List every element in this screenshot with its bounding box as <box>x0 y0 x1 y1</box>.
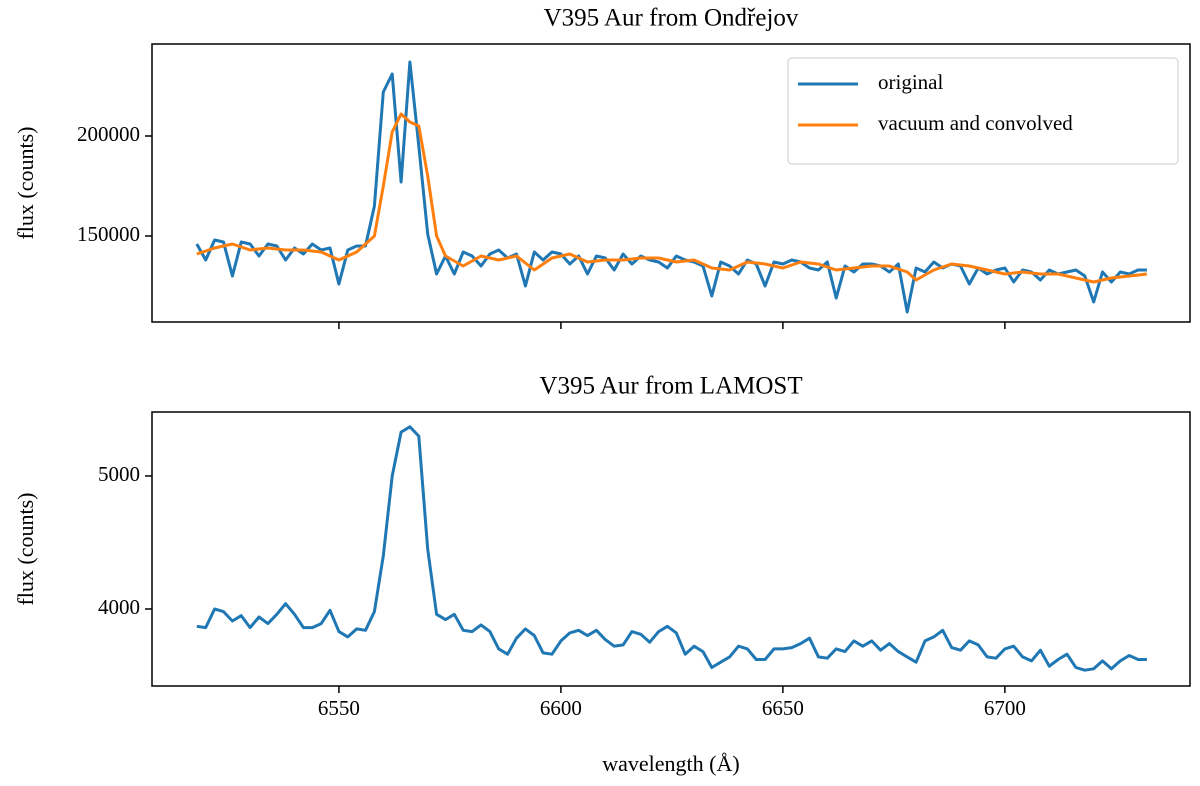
series-line <box>196 112 1148 284</box>
axes-frame <box>151 43 1191 323</box>
x-tick-label: 6700 <box>984 696 1026 720</box>
y-tick-label: 5000 <box>98 462 140 486</box>
x-tick-label: 6600 <box>540 696 582 720</box>
chart-title: V395 Aur from Ondřejov <box>544 5 799 32</box>
legend-label: vacuum and convolved <box>878 111 1073 135</box>
x-tick-label: 6650 <box>762 696 804 720</box>
legend-box <box>787 57 1179 165</box>
legend-label: original <box>878 70 943 94</box>
x-tick-label: 6550 <box>318 696 360 720</box>
axes-frame <box>151 411 1191 687</box>
y-tick-label: 4000 <box>98 595 140 619</box>
y-axis-label: flux (counts) <box>13 126 38 239</box>
y-axis-label: flux (counts) <box>13 492 38 605</box>
y-tick-label: 150000 <box>77 222 140 246</box>
y-tick-label: 200000 <box>77 122 140 146</box>
series-line <box>196 425 1147 672</box>
chart-title: V395 Aur from LAMOST <box>539 373 802 400</box>
x-axis-label: wavelength (Å) <box>602 751 739 776</box>
